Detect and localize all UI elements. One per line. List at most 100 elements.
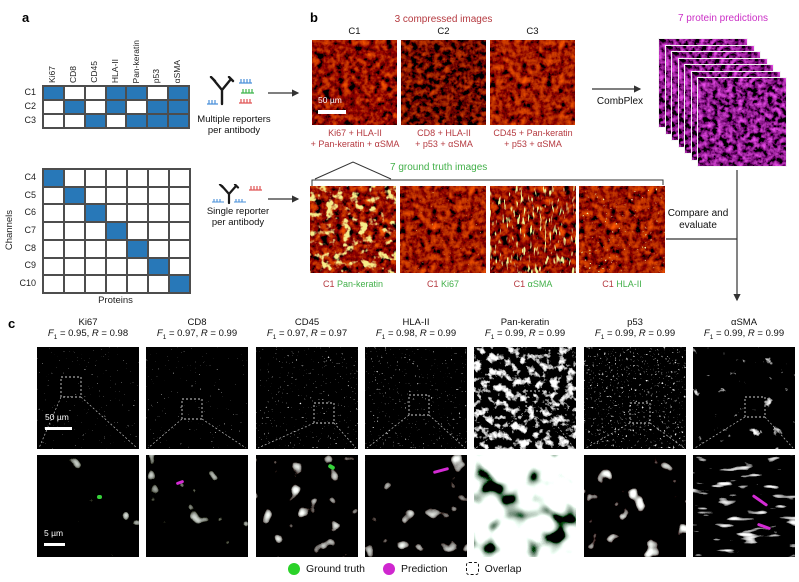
ground-truth-image-asma [490,186,576,273]
full-field-image [365,347,467,449]
matrix-cell-filled [43,86,64,100]
matrix-cell-empty [64,275,85,293]
channel-row-label: C10 [19,278,36,289]
matrix-cell-empty [148,222,169,240]
channel-row-label: C7 [24,224,36,235]
ground-truth-image-hla-ii [579,186,665,273]
zoom-inset-image [584,455,686,557]
f1-r-stats: F1 = 0.99, R = 0.99 [484,328,566,341]
matrix-cell-empty [43,114,64,128]
matrix-cell-filled [105,86,127,100]
matrix-cell-empty [64,169,85,187]
matrix-cell-empty [106,169,127,187]
multiple-reporters-antibody-icon [207,76,254,106]
f1-r-stats: F1 = 0.97, R = 0.99 [156,328,238,341]
f1-r-stats: F1 = 0.99, R = 0.99 [703,328,785,341]
ground-truth-accent [97,495,102,499]
matrix-cell-empty [169,257,190,276]
matrix-cell-filled [43,169,64,187]
channel-label-c1: C1 [348,26,361,37]
matrix-cell-empty [169,186,190,205]
protein-column-label: p53 [151,68,162,83]
matrix-cell-empty [43,186,64,205]
f1-r-stats: F1 = 0.95, R = 0.98 [47,328,129,341]
protein-name: p53 [627,317,643,328]
compare-evaluate-label: Compare and evaluate [667,208,729,231]
single-reporter-label: Single reporter per antibody [206,206,270,228]
f1-r-stats: F1 = 0.98, R = 0.99 [375,328,457,341]
matrix-cell-filled [126,86,148,100]
matrix-cell-filled [168,86,189,100]
protein-name: αSMA [730,317,758,328]
matrix-cell-empty [148,275,169,293]
protein-name: CD8 [187,317,207,328]
matrix-cell-filled [169,275,190,293]
result-column-cd45: CD45 F1 = 0.97, R = 0.97 [256,317,358,557]
protein-column-label: CD45 [88,61,99,83]
compressed-label-c2: CD8 + HLA-II + p53 + αSMA [415,128,473,149]
prediction-dot-icon [382,562,395,575]
protein-predictions-title: 7 protein predictions [677,13,769,24]
protein-column-label: HLA-II [109,58,120,83]
matrix-cell-empty [127,275,148,293]
matrix-cell-empty [85,222,106,240]
matrix-cell-empty [85,239,106,258]
proteins-axis-label: Proteins [98,295,133,306]
scale-bar-label: 50 µm [45,412,69,422]
ground-truth-image-pan-keratin [310,186,396,273]
full-field-image [693,347,795,449]
matrix-cell-empty [106,275,127,293]
matrix-cell-empty [63,114,85,128]
matrix-cell-empty [43,275,64,293]
matrix-cell-filled [63,100,85,114]
matrix-cell-empty [64,257,85,276]
scale-bar [44,543,65,546]
f1-r-stats: F1 = 0.97, R = 0.97 [266,328,348,341]
matrix-cell-empty [106,186,127,205]
result-column-hla-ii: HLA-II F1 = 0.98, R = 0.99 [365,317,467,557]
matrix-cell-empty [169,239,190,258]
matrix-cell-empty [127,169,148,187]
result-column-ki67: Ki67 F1 = 0.95, R = 0.98 50 µm 5 µm [37,317,139,557]
channel-row-label: C8 [24,242,36,253]
matrix-cell-empty [127,222,148,240]
channel-protein-matrix-single [42,168,191,294]
protein-column-label: CD8 [68,65,79,83]
single-reporter-antibody-icon [212,184,262,205]
matrix-cell-empty [169,204,190,223]
matrix-cell-empty [84,100,106,114]
compressed-images-title: 3 compressed images [394,14,493,25]
ground-truth-label: C1 Pan-keratin [322,279,384,289]
matrix-cell-empty [106,239,127,258]
matrix-cell-empty [84,86,106,100]
legend-prediction: Prediction [382,562,448,575]
ground-truth-label: C1 αSMA [513,279,553,289]
zoom-inset-image [365,455,467,557]
zoom-inset-image [146,455,248,557]
ground-truth-label: C1 HLA-II [602,279,642,289]
matrix-cell-empty [169,169,190,187]
ground-truth-dot-icon [288,562,300,575]
matrix-cell-empty [126,100,148,114]
matrix-cell-filled [85,204,106,223]
matrix-row-labels-single: C4 C5 C6 C7 C8 C9 C10 [16,168,40,292]
channel-label-c2: C2 [437,26,450,37]
protein-name: CD45 [294,317,320,328]
matrix-cell-empty [43,100,64,114]
legend-overlap: Overlap [465,562,521,575]
matrix-cell-empty [147,86,169,100]
matrix-cell-empty [43,239,64,258]
protein-column-label: Pan-keratin [130,39,141,83]
matrix-cell-filled [64,186,85,205]
channel-row-label: C3 [24,115,36,125]
matrix-cell-empty [85,257,106,276]
zoom-inset-image [256,455,358,557]
zoom-inset-image [474,455,576,557]
matrix-cell-empty [127,257,148,276]
result-column-cd8: CD8 F1 = 0.97, R = 0.99 [146,317,248,557]
matrix-cell-empty [64,239,85,258]
overlap-dashed-box-icon [465,562,479,575]
panel-label-c: c [8,316,16,331]
channel-row-label: C5 [24,189,36,200]
